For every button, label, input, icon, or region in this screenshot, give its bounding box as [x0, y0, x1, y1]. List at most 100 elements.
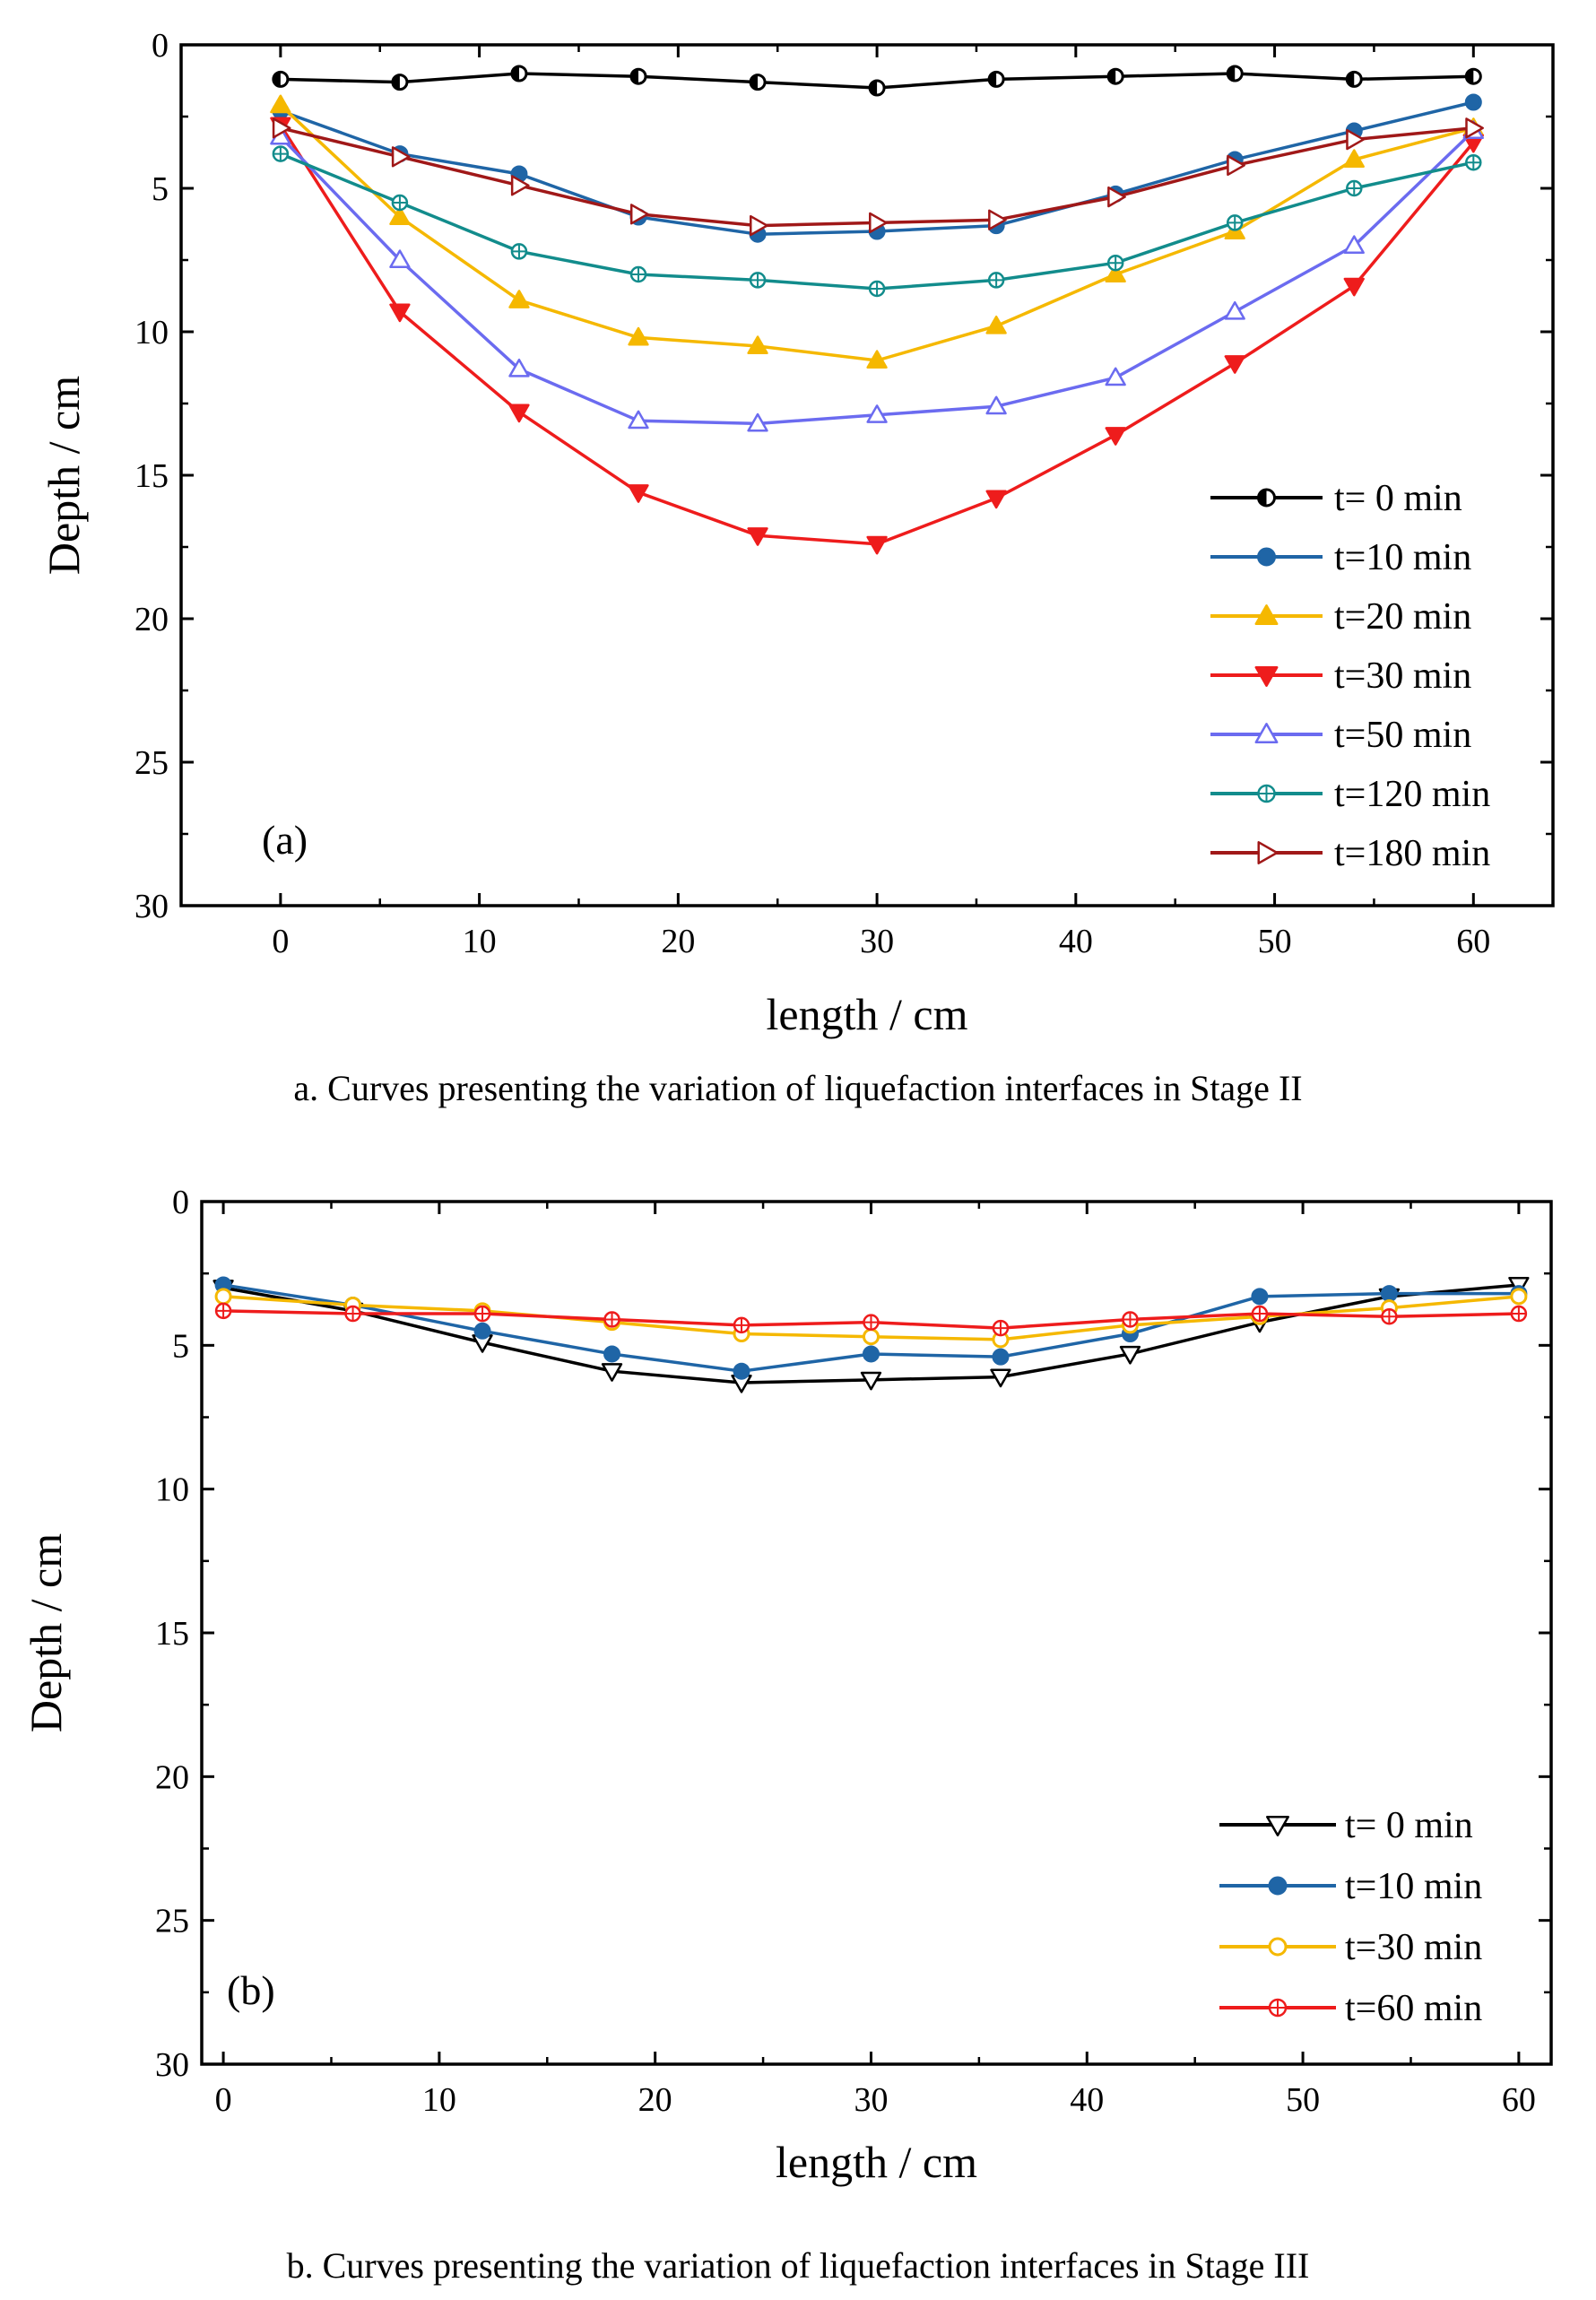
- chart-a-data-point: [1106, 254, 1124, 272]
- chart-a-data-point: [1105, 264, 1126, 283]
- chart-a-data-point: [985, 315, 1007, 334]
- chart-a-series-line: [280, 126, 1474, 228]
- chart-a-data-point: [868, 79, 886, 97]
- chart-b-data-point: [733, 1316, 750, 1334]
- chart-a-data-point: [270, 94, 291, 114]
- chart-a-data-point: [272, 117, 291, 139]
- chart-a-series-5: [270, 120, 1484, 432]
- chart-a-data-point: [866, 535, 888, 555]
- chart-a-data-point: [1343, 235, 1365, 255]
- chart-b-data-point: [992, 1319, 1010, 1337]
- chart-b-data-point: [473, 1322, 491, 1340]
- chart-a-data-point: [1106, 67, 1124, 85]
- chart-a-data-point: [628, 410, 649, 430]
- chart-b-data-point: [1510, 1288, 1528, 1306]
- chart-a-data-point: [391, 194, 409, 212]
- chart-b-data-point: [344, 1305, 361, 1323]
- chart-b-data-point: [860, 1371, 882, 1391]
- chart-b-data-point: [862, 1345, 880, 1363]
- chart-b-xtick-label: 20: [638, 2081, 672, 2119]
- chart-a-ytick-label: 30: [134, 888, 169, 925]
- chart-b-legend: t= 0 min t=10 min t=30 min t=60 min: [1219, 1805, 1482, 2029]
- chart-b-data-point: [603, 1345, 621, 1363]
- chart-a-data-point: [628, 326, 649, 346]
- chart-a-series-3: [270, 94, 1484, 369]
- chart-b-svg: 0 10 20 30 40 50 60 0 5 10 15 20 25 30 length / cm Dept…: [21, 1184, 1553, 2187]
- chart-b-panel-label: (b): [227, 1967, 275, 2013]
- chart-b-legend-label: t=10 min: [1345, 1866, 1482, 1907]
- chart-b-data-point: [214, 1302, 232, 1320]
- chart-b-y-axis-label: Depth / cm: [21, 1533, 71, 1732]
- chart-b-ytick-label: 25: [155, 1903, 189, 1940]
- chart-a-data-point: [1464, 67, 1482, 85]
- chart-b-ytick-label: 0: [172, 1184, 189, 1221]
- chart-a-legend-entry: t=180 min: [1210, 833, 1490, 874]
- chart-a-data-point: [389, 206, 411, 226]
- chart-a-xtick-label: 10: [463, 923, 497, 960]
- chart-a-data-point: [508, 290, 530, 308]
- chart-a-legend-marker: [1254, 723, 1279, 744]
- chart-panel-a: 0 10 20 30 40 50 60 0 5 10 15 20 25 30 length / cm Dept…: [0, 0, 1596, 1148]
- chart-a-data-point: [628, 484, 649, 503]
- chart-a-xtick-label: 30: [860, 923, 894, 960]
- chart-b-legend-label: t=60 min: [1345, 1988, 1482, 2029]
- chart-a-data-point: [1343, 149, 1365, 169]
- chart-a-ytick-label: 0: [152, 27, 169, 65]
- chart-a-data-point: [1346, 128, 1365, 151]
- chart-a-caption: a. Curves presenting the variation of li…: [293, 1068, 1303, 1108]
- chart-a-data-point: [1227, 154, 1245, 177]
- chart-a-series-line: [279, 129, 1475, 426]
- chart-a-legend-marker: [1257, 784, 1276, 803]
- chart-b-legend-marker: [1268, 1998, 1288, 2018]
- chart-a-data-point: [1224, 300, 1245, 320]
- chart-a-data-point: [510, 243, 528, 260]
- chart-a-data-point: [747, 412, 768, 432]
- chart-a-data-point: [1226, 65, 1244, 82]
- chart-b-plot-frame: [200, 1200, 1553, 2066]
- chart-a-legend-entry: t=10 min: [1210, 537, 1471, 578]
- chart-a-data-point: [749, 214, 768, 237]
- chart-a-ytick-label: 5: [152, 170, 169, 208]
- chart-b-legend-label: t= 0 min: [1345, 1805, 1473, 1846]
- chart-a-data-point: [1226, 214, 1244, 231]
- chart-b-data-point: [733, 1362, 750, 1380]
- chart-b-legend-label: t=30 min: [1345, 1927, 1482, 1968]
- chart-a-data-point: [1105, 427, 1126, 446]
- chart-b-data-point: [1381, 1308, 1398, 1325]
- chart-a-data-point: [1345, 70, 1363, 88]
- chart-a-series-line: [280, 100, 1474, 236]
- chart-b-ytick-label: 30: [155, 2046, 189, 2084]
- chart-a-data-point: [1464, 93, 1482, 111]
- chart-b-data-point: [990, 1368, 1011, 1388]
- chart-a-data-point: [866, 404, 888, 423]
- chart-b-legend-marker: [1268, 1876, 1288, 1896]
- chart-a-legend-marker: [1257, 547, 1276, 567]
- chart-b-data-point: [1510, 1305, 1528, 1323]
- chart-a-data-point: [508, 358, 530, 378]
- chart-a-data-point: [869, 212, 888, 234]
- chart-b-xtick-label: 60: [1502, 2081, 1536, 2119]
- chart-a-data-point: [747, 335, 768, 355]
- chart-a-data-point: [1107, 186, 1126, 208]
- chart-a-data-point: [1343, 277, 1365, 297]
- chart-b-legend-entry: t=10 min: [1219, 1866, 1482, 1907]
- chart-b-data-point: [862, 1328, 880, 1346]
- chart-a-ytick-label: 10: [134, 314, 169, 352]
- chart-a-data-point: [510, 175, 530, 196]
- chart-a-legend-marker: [1257, 841, 1279, 864]
- chart-a-data-point: [749, 74, 767, 91]
- chart-a-data-point: [985, 490, 1007, 509]
- chart-a-legend-label: t=20 min: [1334, 596, 1471, 638]
- chart-a-legend-label: t=30 min: [1334, 655, 1471, 697]
- chart-b-legend-entry: t= 0 min: [1219, 1805, 1473, 1846]
- chart-panel-b: 0 10 20 30 40 50 60 0 5 10 15 20 25 30 length / cm Dept…: [0, 1157, 1596, 2300]
- chart-a-series-line: [279, 124, 1475, 546]
- chart-a-data-point: [1105, 367, 1126, 386]
- chart-a-legend-label: t=180 min: [1334, 833, 1490, 874]
- chart-a-series-1: [272, 65, 1482, 97]
- chart-a-legend-entry: t=20 min: [1210, 596, 1471, 638]
- chart-b-xtick-label: 50: [1286, 2081, 1320, 2119]
- chart-a-legend-label: t= 0 min: [1334, 478, 1462, 519]
- chart-a-data-point: [868, 280, 886, 298]
- chart-a-xtick-label: 40: [1059, 923, 1093, 960]
